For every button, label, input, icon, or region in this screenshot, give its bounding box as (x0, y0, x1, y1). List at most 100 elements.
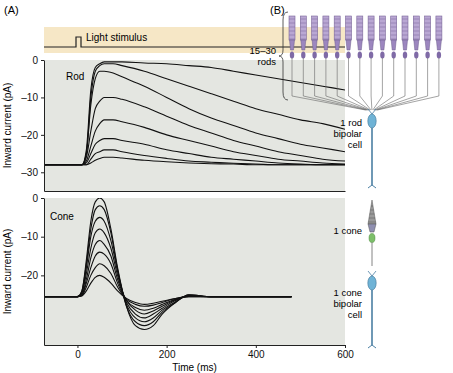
rod-axon (374, 58, 394, 110)
cone-disc (368, 222, 376, 223)
rod-disc (379, 31, 385, 32)
tick-mark (41, 198, 44, 199)
diagram-label: 1 cone (333, 287, 362, 298)
tick-mark (41, 60, 44, 61)
diagram-label: bipolar (333, 128, 362, 139)
rod-disc (312, 35, 318, 36)
rod-disc (323, 23, 329, 24)
rod-disc (425, 27, 431, 28)
response-trace (44, 264, 291, 307)
tick-mark (77, 345, 78, 348)
response-trace (44, 229, 291, 318)
rod-nucleus (380, 52, 384, 59)
rod-nucleus (392, 52, 396, 59)
bipolar-terminal (368, 185, 376, 188)
tick: 200 (159, 345, 176, 360)
rod-axon (292, 58, 366, 110)
response-trace (44, 150, 345, 165)
rod-inner-segment (391, 40, 396, 50)
rod-disc (413, 31, 419, 32)
tick-label: –30 (21, 167, 38, 178)
tick-mark (41, 275, 44, 276)
rod-disc (357, 23, 363, 24)
y-axis: 0–10–20–30 (21, 55, 44, 192)
diagram: 15–30rods1 rodbipolarcell1 cone1 conebip… (250, 12, 442, 348)
rod-nucleus (312, 52, 316, 59)
rod-disc (436, 27, 442, 28)
rod-disc (323, 27, 329, 28)
rod-disc (402, 39, 408, 40)
cone-outer-segment (368, 200, 376, 224)
rod-cell (368, 16, 374, 110)
rod-inner-segment (436, 40, 441, 50)
rod-nucleus (403, 52, 407, 59)
rod-cell (323, 16, 368, 110)
rod-outer-segment (300, 16, 306, 40)
tick-label: 0 (32, 193, 38, 204)
stimulus-label: Light stimulus (86, 32, 147, 43)
rod-disc (334, 31, 340, 32)
rod-cell (373, 16, 386, 110)
rod-axon (376, 58, 417, 110)
bipolar-dendrite (368, 109, 376, 114)
rod-disc (357, 39, 363, 40)
panel-label: (A) (4, 4, 19, 16)
rod-outer-segment (357, 16, 363, 40)
rod-disc (357, 27, 363, 28)
response-trace (44, 97, 345, 164)
response-trace (44, 198, 291, 330)
rod-axon (371, 58, 373, 110)
rod-disc (357, 35, 363, 36)
rod-bipolar-cell (368, 109, 376, 188)
tick-mark (167, 345, 168, 348)
cone-bipolar-cell (368, 271, 376, 348)
tick-mark (41, 237, 44, 238)
rod-disc (334, 39, 340, 40)
rod-disc (312, 19, 318, 20)
tick: –30 (21, 167, 44, 178)
chart: 0–10–20–30Inward current (pA)Rod (2, 55, 346, 192)
cone-inner-segment (368, 224, 376, 232)
rod-outer-segment (312, 16, 318, 40)
rod-disc (379, 23, 385, 24)
rod-nucleus (358, 52, 362, 59)
rod-cell (300, 16, 366, 110)
response-trace (44, 217, 291, 321)
rod-disc (402, 27, 408, 28)
figure: (A)(B)Light stimulus0–10–20–30Inward cur… (0, 0, 453, 373)
response-trace (44, 275, 291, 304)
plot-background (44, 198, 345, 345)
rod-disc (289, 19, 295, 20)
bipolar-soma (368, 114, 376, 128)
rod-disc (289, 31, 295, 32)
rod-cell (377, 16, 442, 110)
plot-background (44, 60, 345, 191)
rod-disc (436, 31, 442, 32)
cone-nucleus (369, 234, 375, 243)
rod-outer-segment (379, 16, 385, 40)
x-axis: 0200400600 (45, 345, 355, 360)
rod-disc (425, 31, 431, 32)
rod-disc (346, 35, 352, 36)
rod-disc (402, 31, 408, 32)
tick-label: –10 (21, 231, 38, 242)
bipolar-dendrite (368, 271, 376, 276)
bipolar-terminal (368, 345, 376, 348)
rod-inner-segment (312, 40, 317, 50)
rod-axon (360, 58, 371, 110)
rod-outer-segment (368, 16, 374, 40)
rod-cell (312, 16, 368, 110)
rod-disc (357, 19, 363, 20)
tick-label: –20 (21, 130, 38, 141)
rod-disc (357, 31, 363, 32)
rod-disc (312, 31, 318, 32)
tick: 0 (32, 55, 44, 66)
bipolar-axon (371, 128, 373, 185)
x-axis-title: Time (ms) (172, 362, 217, 373)
rod-disc (323, 39, 329, 40)
y-axis-title: Inward current (pA) (2, 229, 13, 315)
rod-disc (391, 27, 397, 28)
rod-nucleus (369, 52, 373, 59)
cone-disc (371, 206, 373, 207)
rod-disc (379, 35, 385, 36)
